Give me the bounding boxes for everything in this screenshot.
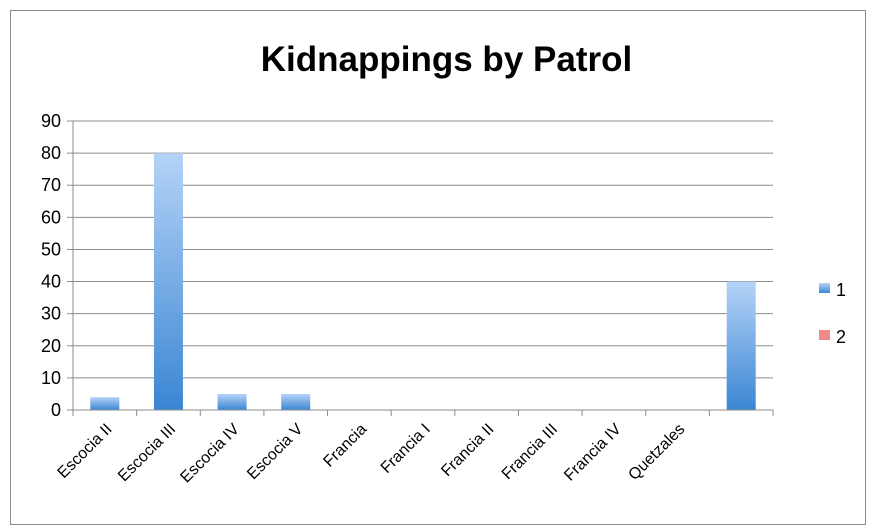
x-category-label: Francia I xyxy=(378,421,434,477)
legend-label-series-2: 2 xyxy=(836,327,846,347)
y-tick-label: 90 xyxy=(41,111,61,131)
y-tick-label: 10 xyxy=(41,368,61,388)
bar xyxy=(90,397,120,410)
chart-title: Kidnappings by Patrol xyxy=(260,40,633,79)
x-category-label: Francia II xyxy=(438,421,497,480)
bar xyxy=(726,281,756,410)
y-tick-label: 70 xyxy=(41,175,61,195)
x-category-label: Escocia IV xyxy=(177,421,243,487)
x-category-label: Francia IV xyxy=(561,421,625,485)
y-tick-label: 20 xyxy=(41,336,61,356)
y-tick-label: 0 xyxy=(51,400,61,420)
x-category-label: Francia xyxy=(320,421,370,471)
y-tick-label: 40 xyxy=(41,272,61,292)
y-tick-label: 80 xyxy=(41,143,61,163)
legend-swatch-series-2 xyxy=(819,330,830,340)
x-category-label: Quetzales xyxy=(625,421,688,484)
x-category-label: Francia III xyxy=(499,421,561,483)
y-tick-label: 50 xyxy=(41,239,61,259)
bar xyxy=(217,393,247,410)
x-category-label: Escocia II xyxy=(55,421,116,482)
x-category-label: Escocia III xyxy=(115,421,179,485)
chart-frame xyxy=(10,10,866,525)
y-tick-label: 60 xyxy=(41,207,61,227)
legend-label-series-1: 1 xyxy=(836,280,846,300)
bar xyxy=(281,393,311,410)
bar xyxy=(153,153,183,410)
x-category-label: Escocia V xyxy=(244,421,307,484)
legend-swatch-series-1 xyxy=(819,283,830,293)
y-tick-label: 30 xyxy=(41,304,61,324)
